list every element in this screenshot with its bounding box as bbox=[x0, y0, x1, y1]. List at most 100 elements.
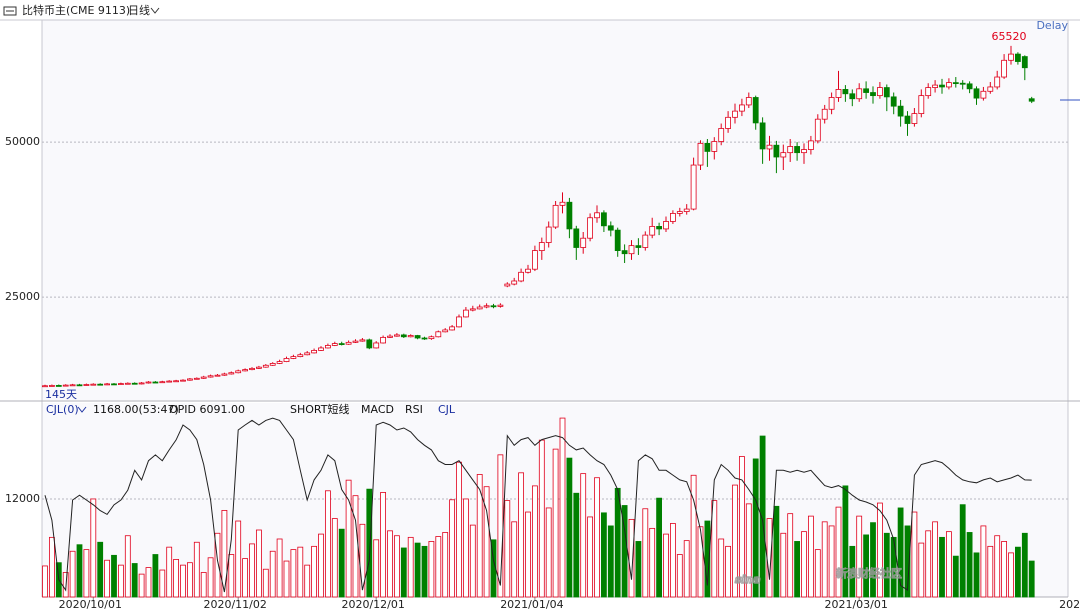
volume-bar bbox=[421, 545, 428, 598]
x-tick-label: 2021/04/19 bbox=[1059, 598, 1080, 611]
volume-bar bbox=[200, 572, 207, 598]
volume-bar bbox=[131, 563, 138, 598]
candle-body bbox=[952, 82, 959, 85]
marks: 25000 50000 12000 2020/10/01 2020/11/02 2020/… bbox=[5, 30, 1080, 611]
volume-bar bbox=[952, 555, 959, 598]
candle-body bbox=[870, 92, 876, 97]
volume-bar bbox=[849, 545, 856, 598]
candle-body bbox=[242, 369, 249, 372]
volume-bar bbox=[318, 533, 324, 598]
volume-bar bbox=[552, 448, 559, 598]
candle-body bbox=[62, 384, 69, 387]
candle-body bbox=[697, 142, 704, 166]
candle-body bbox=[863, 88, 869, 93]
candle-body bbox=[959, 82, 966, 85]
volume-bar bbox=[532, 485, 538, 598]
volume-bar bbox=[973, 552, 980, 598]
tab[interactable]: CJL bbox=[438, 403, 456, 416]
peak-label: 65520 bbox=[992, 30, 1027, 43]
candle-body bbox=[483, 305, 490, 308]
volume-bar bbox=[1015, 546, 1021, 598]
volume-bar bbox=[594, 477, 600, 598]
candle-body bbox=[200, 376, 207, 379]
volume-bar bbox=[918, 542, 925, 598]
volume-bar bbox=[683, 540, 690, 598]
candle-body bbox=[808, 140, 814, 150]
volume-bar bbox=[904, 525, 911, 598]
tab[interactable]: SHORT短线 bbox=[290, 402, 349, 416]
volume-bar bbox=[959, 504, 966, 598]
candle-body bbox=[911, 113, 918, 124]
volume-bar bbox=[49, 536, 55, 598]
candle-body bbox=[511, 280, 518, 285]
volume-bar bbox=[794, 541, 800, 598]
volume-bar bbox=[145, 567, 152, 598]
candle-body bbox=[180, 379, 186, 382]
candle-body bbox=[449, 326, 456, 331]
candle-body bbox=[338, 343, 345, 345]
candle-body bbox=[124, 382, 131, 385]
candle-body bbox=[159, 381, 166, 384]
dropdown-arrow[interactable] bbox=[77, 406, 87, 413]
volume-bar bbox=[566, 457, 573, 598]
volume-bar bbox=[745, 503, 752, 598]
dropdown-arrow[interactable] bbox=[150, 7, 160, 14]
candle-body bbox=[759, 122, 766, 150]
candle-body bbox=[352, 340, 359, 343]
candle-body bbox=[538, 242, 545, 252]
volume-bar bbox=[297, 546, 304, 598]
candle-body bbox=[76, 384, 83, 387]
candle-body bbox=[1021, 56, 1028, 69]
volume-bar bbox=[83, 549, 90, 598]
candle-body bbox=[663, 221, 669, 230]
volume-bar bbox=[104, 559, 110, 598]
candle-body bbox=[877, 87, 883, 97]
volume-bar bbox=[449, 499, 456, 598]
candle-body bbox=[324, 345, 331, 349]
menu-icon[interactable] bbox=[3, 6, 17, 16]
volume-bar bbox=[966, 532, 973, 598]
candle-body bbox=[656, 226, 662, 230]
candle-body bbox=[973, 88, 980, 99]
candle-body bbox=[442, 329, 449, 333]
candle-body bbox=[614, 229, 621, 252]
period[interactable]: 日线 bbox=[128, 3, 150, 17]
volume-bar bbox=[932, 521, 938, 598]
candle-body bbox=[752, 97, 759, 124]
volume-bar bbox=[946, 531, 952, 598]
candle-body bbox=[670, 213, 676, 222]
candle-body bbox=[594, 212, 600, 219]
volume-bar bbox=[607, 525, 614, 598]
volume-bar bbox=[856, 515, 863, 598]
instrument[interactable]: 比特币主(CME 9113) bbox=[22, 3, 130, 17]
candle-body bbox=[269, 363, 276, 366]
candle-body bbox=[1015, 53, 1021, 62]
volume-bar bbox=[573, 492, 580, 598]
candle-body bbox=[311, 350, 318, 354]
volume-bar bbox=[808, 515, 814, 598]
candle-body bbox=[649, 226, 656, 236]
candle-body bbox=[532, 250, 538, 270]
volume-bar bbox=[442, 532, 449, 598]
tab[interactable]: RSI bbox=[405, 403, 423, 416]
volume-bar bbox=[90, 498, 97, 598]
indicator[interactable]: CJL(0) bbox=[46, 403, 79, 416]
candle-body bbox=[966, 83, 973, 90]
candle-body bbox=[331, 343, 338, 346]
candle-body bbox=[932, 84, 938, 88]
volume-bar bbox=[152, 554, 159, 598]
candle-body bbox=[994, 76, 1001, 88]
candle-body bbox=[318, 347, 324, 351]
volume-bar bbox=[580, 473, 587, 598]
candle-body bbox=[739, 104, 745, 112]
volume-bar bbox=[476, 474, 483, 598]
delay: Delay bbox=[1036, 19, 1068, 32]
x-tick-label: 2020/11/02 bbox=[203, 598, 266, 611]
candle-body bbox=[980, 90, 987, 99]
candle-body bbox=[290, 356, 297, 359]
candle-body bbox=[262, 364, 269, 368]
volume-bar bbox=[221, 509, 228, 598]
volume-bar bbox=[228, 554, 235, 598]
tab[interactable]: MACD bbox=[361, 403, 394, 416]
volume-bar bbox=[732, 484, 738, 598]
